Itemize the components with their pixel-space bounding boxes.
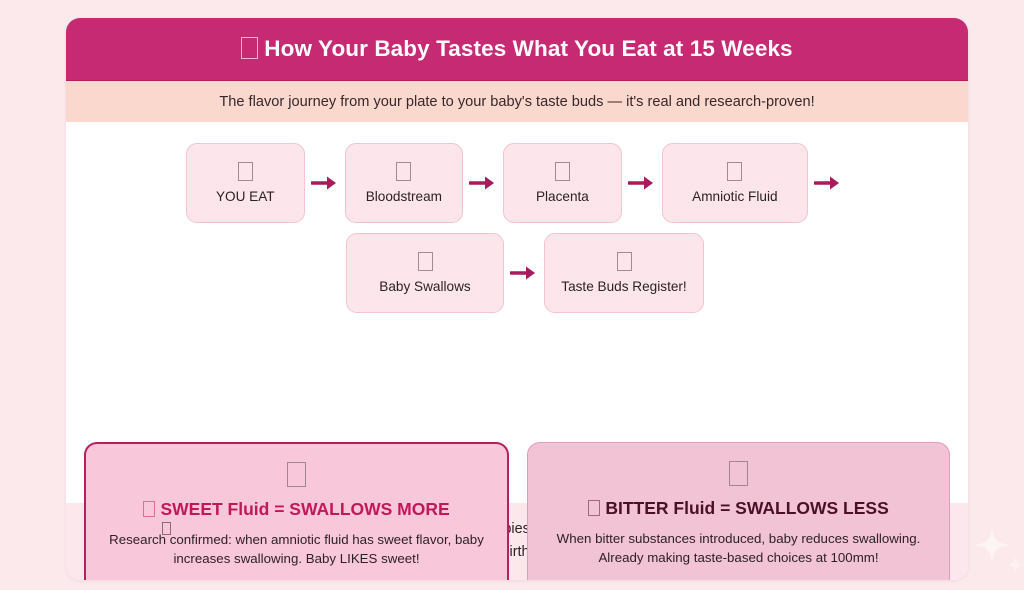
flow-diagram: YOU EAT Bloodstream bbox=[66, 143, 968, 313]
page-title: How Your Baby Tastes What You Eat at 15 … bbox=[241, 36, 793, 62]
sparkle-decoration-bottom-right bbox=[975, 528, 1009, 562]
missing-glyph-icon bbox=[554, 162, 570, 182]
result-heading-text: BITTER Fluid = SWALLOWS LESS bbox=[605, 498, 889, 518]
missing-glyph-icon bbox=[729, 461, 748, 486]
missing-glyph-icon bbox=[396, 162, 412, 182]
missing-glyph-icon bbox=[237, 162, 253, 182]
missing-glyph-icon bbox=[417, 252, 433, 272]
result-heading-text: SWEET Fluid = SWALLOWS MORE bbox=[160, 499, 450, 519]
result-card-sweet: SWEET Fluid = SWALLOWS MORE Research con… bbox=[84, 442, 509, 580]
missing-glyph-icon bbox=[287, 462, 306, 487]
flow-step-placenta: Placenta bbox=[503, 143, 622, 223]
flow-step-label: YOU EAT bbox=[215, 189, 275, 205]
flow-row-1: YOU EAT Bloodstream bbox=[186, 143, 848, 223]
header-bar: How Your Baby Tastes What You Eat at 15 … bbox=[66, 18, 968, 81]
missing-glyph-icon bbox=[727, 162, 743, 182]
result-cards: SWEET Fluid = SWALLOWS MORE Research con… bbox=[84, 442, 950, 580]
flow-step-label: Baby Swallows bbox=[379, 279, 471, 295]
infographic-body: YOU EAT Bloodstream bbox=[66, 122, 968, 580]
result-heading-sweet: SWEET Fluid = SWALLOWS MORE bbox=[143, 499, 450, 519]
result-description-bitter: When bitter substances introduced, baby … bbox=[556, 530, 921, 566]
arrow-right-icon bbox=[305, 174, 345, 192]
arrow-right-icon bbox=[622, 174, 662, 192]
sparkle-decoration-bottom-right-small bbox=[1006, 556, 1024, 574]
arrow-right-icon bbox=[504, 264, 544, 282]
flow-step-bloodstream: Bloodstream bbox=[344, 143, 464, 223]
result-heading-bitter: BITTER Fluid = SWALLOWS LESS bbox=[588, 498, 889, 518]
header-title-text: How Your Baby Tastes What You Eat at 15 … bbox=[264, 36, 793, 61]
flow-step-amniotic-fluid: Amniotic Fluid bbox=[661, 143, 808, 223]
subtitle-band: The flavor journey from your plate to yo… bbox=[66, 81, 968, 122]
flow-row-2: Baby Swallows Taste Buds Register! bbox=[186, 233, 848, 313]
flow-step-label: Amniotic Fluid bbox=[692, 189, 778, 205]
missing-glyph-icon bbox=[588, 500, 601, 517]
flow-step-label: Placenta bbox=[535, 189, 589, 205]
flow-step-you-eat: YOU EAT bbox=[186, 143, 305, 223]
subtitle-text: The flavor journey from your plate to yo… bbox=[219, 93, 815, 110]
flow-step-label: Taste Buds Register! bbox=[561, 279, 687, 295]
missing-glyph-icon bbox=[616, 252, 632, 272]
result-description-sweet: Research confirmed: when amniotic fluid … bbox=[109, 531, 484, 567]
infographic-card: How Your Baby Tastes What You Eat at 15 … bbox=[66, 18, 968, 580]
header-missing-glyph-icon bbox=[241, 37, 258, 59]
flow-step-label: Bloodstream bbox=[365, 189, 442, 205]
result-card-bitter: BITTER Fluid = SWALLOWS LESS When bitter… bbox=[527, 442, 950, 580]
flow-step-taste-buds-register: Taste Buds Register! bbox=[544, 233, 704, 313]
missing-glyph-icon bbox=[143, 501, 156, 518]
missing-glyph-icon bbox=[161, 522, 172, 536]
flow-step-baby-swallows: Baby Swallows bbox=[346, 233, 504, 313]
arrow-right-icon bbox=[808, 174, 848, 192]
arrow-right-icon bbox=[463, 174, 503, 192]
